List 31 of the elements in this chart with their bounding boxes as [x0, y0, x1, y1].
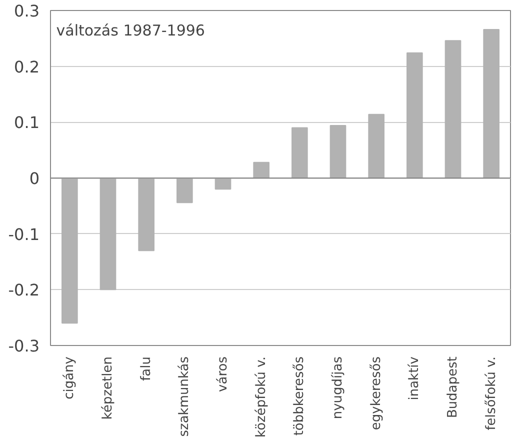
- bar: [176, 178, 193, 204]
- x-tick-label: egykeresős: [368, 356, 384, 430]
- x-tick-label: cigány: [62, 356, 78, 400]
- x-tick-label: Budapest: [446, 356, 460, 418]
- annotation: változás 1987-1996: [56, 22, 205, 40]
- y-tick-label: -0.3: [8, 336, 40, 356]
- bar: [368, 114, 384, 178]
- bar: [100, 178, 116, 290]
- y-tick-label: 0: [29, 169, 40, 188]
- x-tick-label: falu: [138, 356, 154, 381]
- y-tick-label: 0.2: [14, 57, 40, 76]
- x-tick-label: felsőfokú v.: [484, 356, 499, 430]
- y-tick-label: 0.3: [14, 2, 40, 20]
- x-tick-label: város: [216, 356, 230, 392]
- y-tick-label: 0.1: [14, 113, 40, 132]
- y-tick-label: -0.1: [8, 224, 40, 244]
- bar: [253, 162, 270, 178]
- x-tick-label: inaktív: [407, 356, 422, 400]
- bar: [406, 52, 423, 178]
- x-tick-label: többkeresős: [292, 356, 308, 436]
- x-tick-label: nyugdíjas: [330, 356, 346, 420]
- x-tick-label: középfokú v.: [254, 356, 269, 438]
- y-tick-label: -0.2: [8, 280, 40, 300]
- x-tick-label: szakmunkás: [177, 356, 192, 437]
- x-tick-label: képzetlen: [100, 356, 116, 420]
- bar: [483, 28, 500, 178]
- bar: [292, 127, 308, 178]
- bar: [62, 178, 78, 324]
- bar: [138, 178, 154, 252]
- bar: [444, 40, 462, 178]
- bar: [330, 125, 346, 178]
